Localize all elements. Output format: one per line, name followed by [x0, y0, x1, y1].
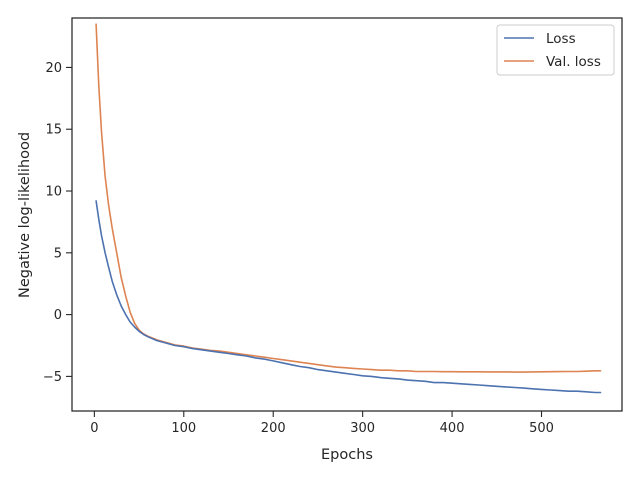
- x-tick-label: 400: [440, 421, 465, 436]
- series-line-val-loss: [95, 23, 602, 373]
- y-tick-label: 0: [54, 308, 62, 323]
- legend-loss-label: Loss: [546, 31, 576, 47]
- x-axis-label: Epochs: [321, 447, 373, 463]
- series-line-loss: [95, 200, 602, 394]
- y-tick-label: 5: [54, 246, 62, 261]
- y-tick-label: 10: [45, 185, 62, 200]
- legend: Loss Val. loss: [496, 24, 615, 76]
- legend-val-loss-label: Val. loss: [546, 54, 601, 70]
- x-tick-label: 500: [529, 421, 554, 436]
- y-tick-label: 15: [45, 123, 62, 138]
- axes-frame: [71, 17, 623, 412]
- x-tick-label: 200: [261, 421, 286, 436]
- y-axis-ticks: −5 0 5 10 15 20: [43, 61, 72, 385]
- y-tick-label: −5: [43, 370, 62, 385]
- x-tick-label: 300: [350, 421, 375, 436]
- series-layer: [95, 23, 602, 394]
- y-axis-label: Negative log-likelihood: [17, 132, 33, 298]
- x-tick-label: 100: [171, 421, 196, 436]
- y-tick-label: 20: [45, 61, 62, 76]
- x-tick-label: 0: [90, 421, 98, 436]
- x-axis-ticks: 0 100 200 300 400 500: [90, 411, 554, 436]
